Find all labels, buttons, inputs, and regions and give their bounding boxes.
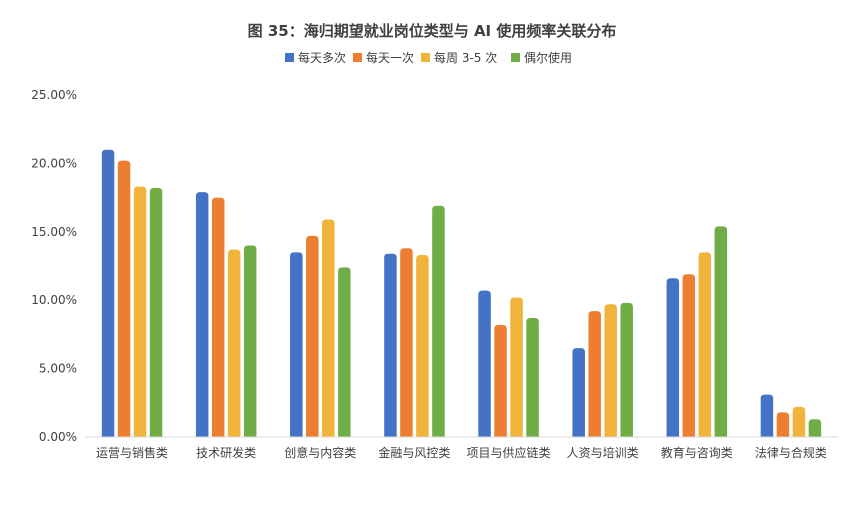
legend-swatch <box>421 53 430 62</box>
bar <box>776 412 790 437</box>
bar <box>620 302 633 437</box>
bar <box>133 186 147 437</box>
legend-label: 偶尔使用 <box>524 50 572 65</box>
chart-title: 图 35：海归期望就业岗位类型与 AI 使用频率关联分布 <box>248 22 617 40</box>
bar <box>808 419 822 437</box>
bar <box>101 149 115 437</box>
bar <box>149 188 163 437</box>
bar <box>432 205 445 437</box>
bar <box>666 278 680 437</box>
legend-swatch <box>285 53 294 62</box>
legend: 每天多次 每天一次 每周 3-5 次 偶尔使用 <box>285 50 572 65</box>
y-tick-label: 5.00% <box>39 362 77 376</box>
bar <box>682 274 696 437</box>
y-tick-label: 10.00% <box>31 293 77 307</box>
x-category-label: 项目与供应链类 <box>467 445 551 460</box>
bar <box>243 245 257 437</box>
bar <box>322 219 335 437</box>
legend-label: 每天一次 <box>366 50 414 65</box>
bar <box>195 192 209 437</box>
bar <box>400 248 413 437</box>
bar <box>714 226 728 437</box>
bar <box>588 311 601 437</box>
bar <box>698 252 712 437</box>
x-category-label: 金融与风控类 <box>378 445 450 460</box>
bar <box>290 252 303 437</box>
bar <box>416 255 429 437</box>
legend-label: 每天多次 <box>298 50 346 65</box>
x-axis: 运营与销售类 技术研发类 创意与内容类 金融与风控类 项目与供应链类 人资与培训类 教育与咨… <box>96 445 827 460</box>
legend-label: 每周 3-5 次 <box>434 50 497 65</box>
y-tick-label: 25.00% <box>31 88 77 102</box>
bar <box>227 249 241 437</box>
bar <box>384 253 397 437</box>
bar <box>211 197 225 437</box>
bars <box>101 149 822 437</box>
legend-swatch <box>353 53 362 62</box>
bar <box>510 297 523 437</box>
bar <box>604 304 617 437</box>
y-axis: 0.00% 5.00% 10.00% 15.00% 20.00% 25.00% <box>31 88 77 444</box>
bar <box>306 235 319 437</box>
bar <box>478 290 491 437</box>
x-category-label: 创意与内容类 <box>284 445 356 460</box>
x-category-label: 运营与销售类 <box>96 445 168 460</box>
y-tick-label: 0.00% <box>39 430 77 444</box>
bar <box>526 317 539 437</box>
bar <box>117 160 131 437</box>
x-category-label: 教育与咨询类 <box>661 445 733 460</box>
bar <box>338 267 351 437</box>
y-tick-label: 20.00% <box>31 156 77 170</box>
x-category-label: 法律与合规类 <box>755 445 827 460</box>
y-tick-label: 15.00% <box>31 225 77 239</box>
legend-swatch <box>511 53 520 62</box>
x-category-label: 人资与培训类 <box>567 445 639 460</box>
bar <box>572 348 585 437</box>
bar <box>792 406 806 437</box>
bar <box>494 324 507 437</box>
bar <box>760 394 774 437</box>
x-category-label: 技术研发类 <box>196 445 256 460</box>
